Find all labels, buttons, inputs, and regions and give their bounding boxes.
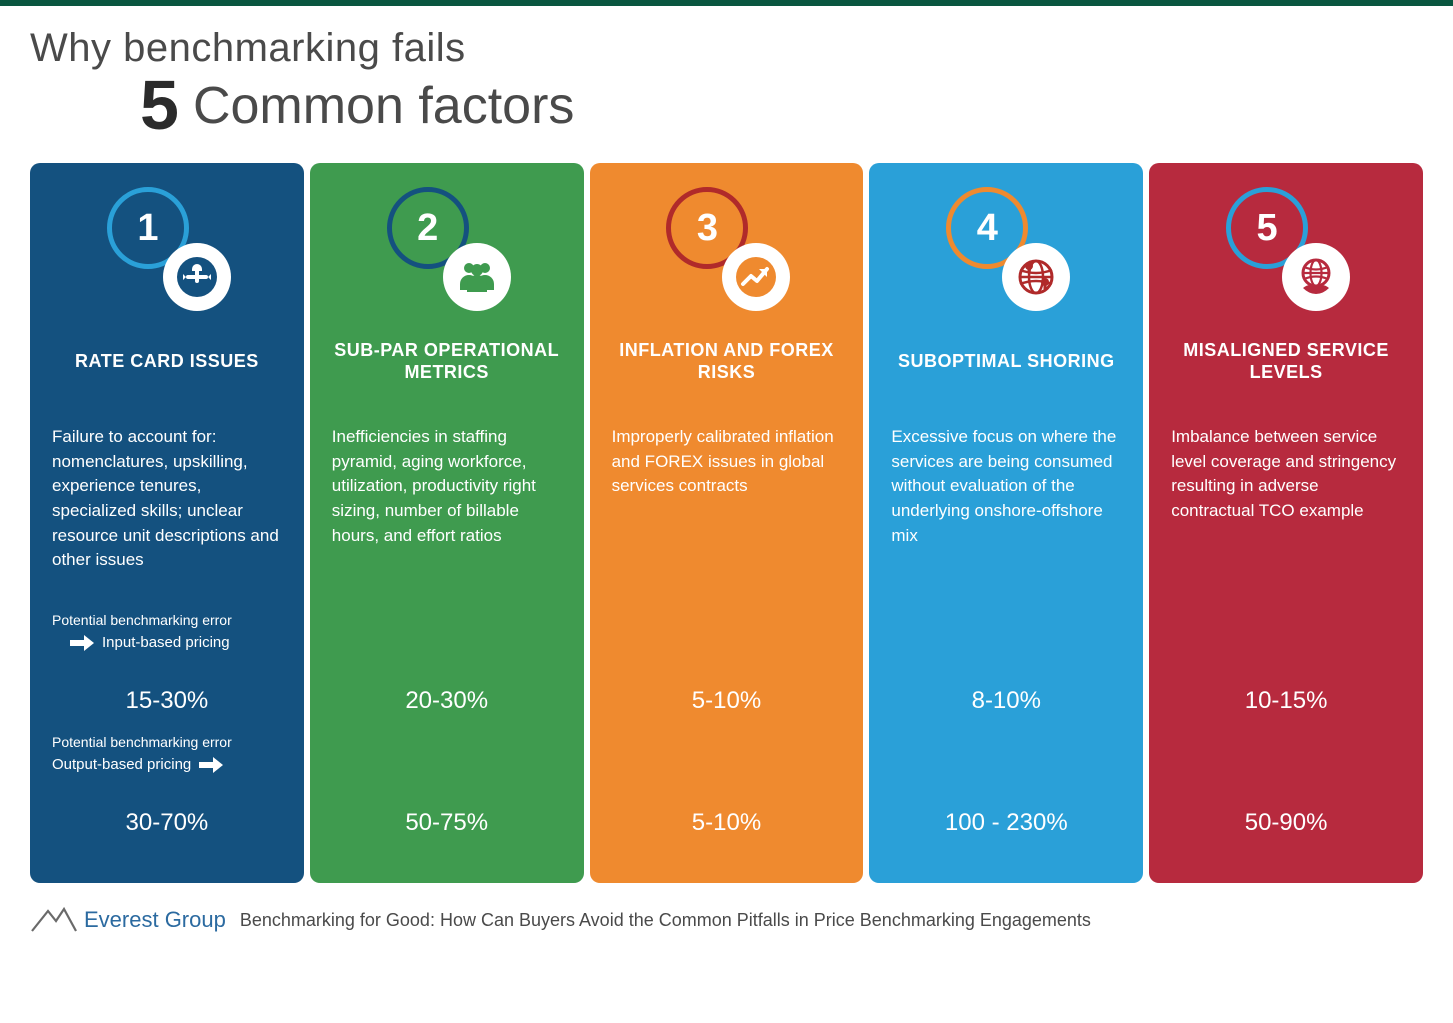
badge-wrap: 5: [1171, 187, 1401, 307]
output-metric-block: Potential benchmarking error Output-base…: [52, 733, 282, 855]
output-label-wrap: Potential benchmarking error Output-base…: [52, 733, 282, 789]
input-pct: 20-30%: [332, 687, 562, 715]
badge-wrap: 4: [891, 187, 1121, 307]
spacer: [52, 573, 282, 611]
badge: 3: [666, 187, 786, 307]
column-number: 2: [417, 207, 438, 250]
icon-circle: [163, 243, 231, 311]
column-number: 3: [697, 207, 718, 250]
input-label-wrap: Potential benchmarking error Input-based…: [52, 611, 282, 663]
column-description: Excessive focus on where the services ar…: [891, 425, 1121, 548]
icon-circle: [1282, 243, 1350, 311]
footer-brand: Everest Group: [84, 907, 226, 933]
output-pct: 100 - 230%: [891, 809, 1121, 837]
wrench-icon: [176, 256, 218, 298]
input-pct: 10-15%: [1171, 687, 1401, 715]
output-error-sub: Output-based pricing: [52, 755, 282, 775]
factor-column: 3 INFLATION AND FOREX RISKS Improperly c…: [590, 163, 864, 883]
title-line2-rest: Common factors: [193, 77, 574, 135]
spacer: [891, 548, 1121, 611]
column-description: Inefficiencies in staffing pyramid, agin…: [332, 425, 562, 548]
column-description: Improperly calibrated inflation and FORE…: [612, 425, 842, 499]
output-metric-block: 50-75%: [332, 733, 562, 855]
icon-circle: [1002, 243, 1070, 311]
spacer: [612, 499, 842, 611]
column-description: Failure to account for: nomenclatures, u…: [52, 425, 282, 573]
column-title: SUBOPTIMAL SHORING: [891, 337, 1121, 385]
badge-wrap: 2: [332, 187, 562, 307]
spacer: [332, 548, 562, 611]
input-metric-block: 20-30%: [332, 611, 562, 733]
input-pct: 15-30%: [52, 687, 282, 715]
input-metric-block: 8-10%: [891, 611, 1121, 733]
footer-logo: Everest Group: [30, 905, 226, 933]
badge-wrap: 1: [52, 187, 282, 307]
input-metric-block: Potential benchmarking error Input-based…: [52, 611, 282, 733]
arrow-right-icon: [199, 757, 223, 773]
badge: 1: [107, 187, 227, 307]
columns-container: 1 RATE CARD ISSUES Failure to account fo…: [30, 163, 1423, 883]
badge-wrap: 3: [612, 187, 842, 307]
input-metric-block: 10-15%: [1171, 611, 1401, 733]
infographic-frame: Why benchmarking fails 5Common factors 1…: [0, 0, 1453, 963]
factor-column: 5 MISALIGNED SERVICE LEVELS Imbalance be…: [1149, 163, 1423, 883]
output-metric-block: 100 - 230%: [891, 733, 1121, 855]
globe-hand-icon: [1295, 256, 1337, 298]
factor-column: 4 SUBOPTIMAL SHORING Excessive focus on …: [869, 163, 1143, 883]
badge: 5: [1226, 187, 1346, 307]
factor-column: 2 SUB-PAR OPERATIONAL METRICS Inefficien…: [310, 163, 584, 883]
column-number: 5: [1257, 207, 1278, 250]
arrow-right-icon: [70, 635, 94, 651]
output-pricing-label: Output-based pricing: [52, 755, 191, 775]
footer-text: Benchmarking for Good: How Can Buyers Av…: [240, 910, 1091, 933]
factor-column: 1 RATE CARD ISSUES Failure to account fo…: [30, 163, 304, 883]
input-pricing-label: Input-based pricing: [102, 633, 230, 653]
spacer: [1171, 524, 1401, 611]
title-big-number: 5: [140, 66, 179, 144]
output-pct: 50-90%: [1171, 809, 1401, 837]
input-error-sub: Input-based pricing: [70, 633, 282, 653]
people-icon: [456, 256, 498, 298]
output-pct: 50-75%: [332, 809, 562, 837]
column-title: INFLATION AND FOREX RISKS: [612, 337, 842, 385]
output-metric-block: 50-90%: [1171, 733, 1401, 855]
input-metric-block: 5-10%: [612, 611, 842, 733]
chart-up-icon: [735, 256, 777, 298]
input-pct: 5-10%: [612, 687, 842, 715]
mountain-icon: [30, 905, 78, 933]
icon-circle: [443, 243, 511, 311]
icon-circle: [722, 243, 790, 311]
output-pct: 30-70%: [52, 809, 282, 837]
column-number: 1: [137, 207, 158, 250]
column-title: RATE CARD ISSUES: [52, 337, 282, 385]
column-description: Imbalance between service level coverage…: [1171, 425, 1401, 524]
title-line2: 5Common factors: [140, 65, 1423, 145]
header: Why benchmarking fails 5Common factors: [30, 26, 1423, 145]
globe-pins-icon: [1015, 256, 1057, 298]
input-pct: 8-10%: [891, 687, 1121, 715]
footer: Everest Group Benchmarking for Good: How…: [30, 905, 1423, 933]
badge: 2: [387, 187, 507, 307]
output-metric-block: 5-10%: [612, 733, 842, 855]
column-title: SUB-PAR OPERATIONAL METRICS: [332, 337, 562, 385]
output-pct: 5-10%: [612, 809, 842, 837]
input-error-title: Potential benchmarking error: [52, 611, 282, 629]
column-number: 4: [977, 207, 998, 250]
badge: 4: [946, 187, 1066, 307]
column-title: MISALIGNED SERVICE LEVELS: [1171, 337, 1401, 385]
output-error-title: Potential benchmarking error: [52, 733, 282, 751]
